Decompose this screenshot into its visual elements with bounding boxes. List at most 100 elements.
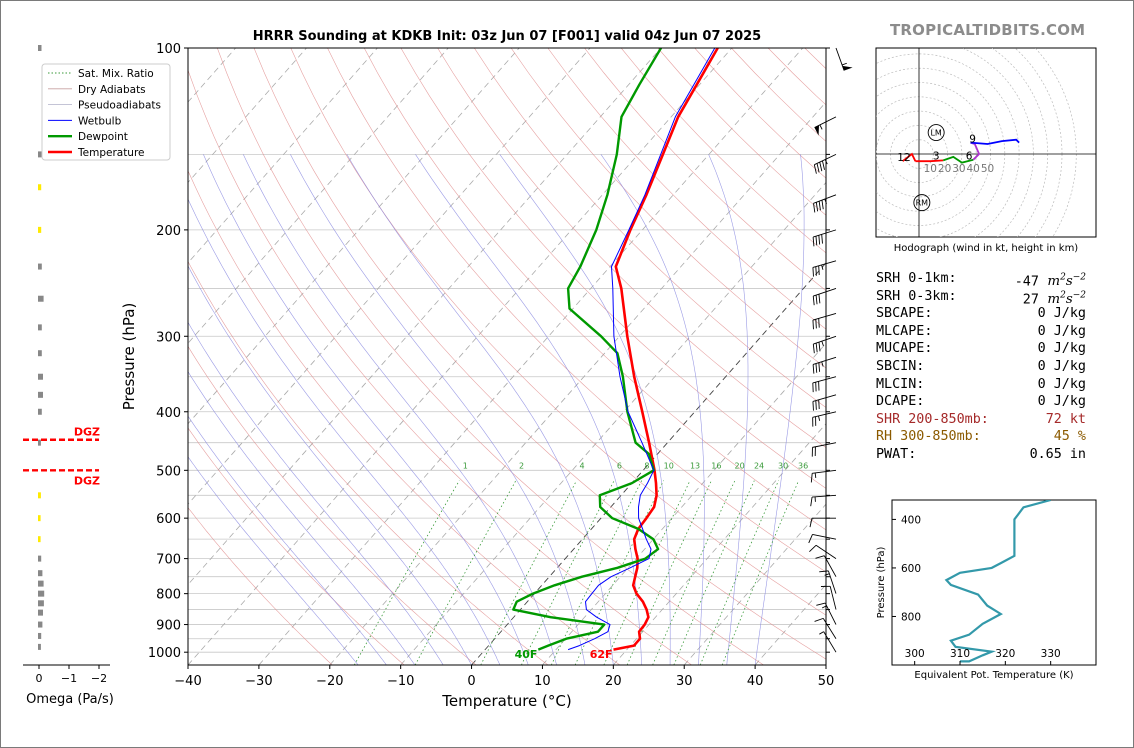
param-label: DCAPE: (876, 394, 925, 410)
mixing-ratio-label: 20 (735, 461, 745, 470)
dry-adiabat (188, 69, 692, 665)
param-row: PWAT: 0.65 in (876, 446, 1096, 464)
param-number: 0 J/kg (1037, 394, 1086, 410)
param-row: MLCAPE: 0 J/kg (876, 323, 1096, 341)
barb-full (818, 235, 821, 245)
wind-barb (816, 602, 837, 625)
barb-full (818, 399, 820, 410)
pseudo-adiabat (415, 154, 642, 665)
barb-full (808, 534, 813, 544)
param-row: MUCAPE: 0 J/kg (876, 340, 1096, 358)
param-number: 27 (1022, 292, 1039, 308)
y-tick-label: 500 (156, 464, 181, 479)
hodo-trace (902, 152, 917, 162)
barb-staff (823, 631, 837, 653)
hodo-trace (915, 159, 944, 163)
barb-full (818, 342, 821, 352)
param-value: 27 m2s−2 (1023, 288, 1086, 309)
mixing-ratio-label: 36 (798, 461, 808, 470)
barb-full (812, 320, 814, 330)
barb-staff (824, 602, 837, 625)
omega-bar (38, 391, 43, 398)
param-value: 0 J/kg (1038, 393, 1086, 411)
isotherm-line (542, 342, 826, 665)
pseudo-adiabat (188, 456, 359, 665)
barb-half (814, 472, 817, 478)
hodo-clip: 10 20 30 40 50 (876, 48, 1096, 237)
storm-motion-label: LM (930, 129, 941, 138)
wind-barb (810, 469, 837, 483)
pseudo-adiabat (600, 154, 705, 665)
isotherm-line (188, 48, 307, 184)
param-value: -47 m2s−2 (1015, 270, 1086, 291)
wind-barb (808, 534, 837, 544)
mixing-ratio-line (574, 480, 664, 665)
x-tick-label: −40 (174, 674, 201, 689)
wind-barb (813, 153, 837, 174)
dry-adiabat (327, 48, 826, 573)
omega-bar (38, 324, 42, 331)
storm-motion-marker (913, 194, 931, 212)
mixing-ratio-label: 30 (778, 461, 788, 470)
param-value: 0.65 in (1030, 446, 1086, 464)
hodo-ring-label: 30 (952, 163, 965, 175)
barb-flag (814, 125, 820, 136)
param-row: SBCIN: 0 J/kg (876, 358, 1096, 376)
pseudo-adiabat (754, 154, 805, 665)
mixing-ratio-line (414, 480, 517, 665)
omega-bar (38, 621, 43, 628)
barb-staff (812, 534, 837, 540)
mixing-ratio-label: 24 (754, 461, 764, 470)
y-tick-label: 100 (156, 42, 181, 57)
y-tick-label: 700 (156, 553, 181, 568)
barb-full (815, 295, 818, 305)
mixing-ratio-label: 13 (690, 461, 700, 470)
barb-full (809, 518, 813, 528)
x-tick-label: 20 (605, 674, 622, 689)
omega-panel: 0 −1 −2 Omega (Pa/s) DGZ DGZ (23, 45, 114, 707)
y-tick-label: 900 (156, 619, 181, 634)
wind-barb (810, 494, 837, 507)
theta-y-tick-label: 800 (901, 611, 921, 623)
dry-adiabat (474, 48, 826, 408)
omega-bar (38, 643, 41, 650)
wind-barb (814, 617, 837, 639)
wind-barb (811, 442, 837, 457)
param-row: MLCIN: 0 J/kg (876, 376, 1096, 394)
dry-adiabat (437, 48, 826, 448)
theta-x-tick-label: 300 (905, 648, 925, 660)
wind-barb (812, 411, 837, 427)
wind-barbs (808, 47, 853, 653)
barb-staff (812, 469, 837, 474)
param-number: 0 J/kg (1037, 376, 1086, 392)
barb-full (812, 344, 815, 354)
mixing-ratio-label: 2 (519, 461, 524, 470)
omega-bar (38, 226, 42, 233)
dry-adiabat (188, 345, 477, 665)
param-value: 0 J/kg (1038, 358, 1086, 376)
wind-barb (813, 194, 837, 213)
omega-bar (38, 439, 41, 446)
barb-full (816, 163, 820, 173)
y-axis-label: Pressure (hPa) (120, 303, 138, 411)
barb-full (815, 363, 818, 373)
hodo-height-label: 12 (897, 152, 910, 164)
legend: Sat. Mix. Ratio Dry Adiabats Pseudoadiabat… (41, 63, 171, 161)
omega-bar (38, 632, 42, 639)
barb-half (821, 340, 824, 347)
hodo-height-label: 6 (966, 151, 973, 163)
hodo-frame (875, 47, 1097, 238)
barb-half (824, 573, 830, 576)
x-tick-label: 50 (818, 674, 835, 689)
barb-staff (812, 376, 837, 384)
param-label: SRH 0-1km: (876, 271, 957, 286)
x-tick-label: 40 (747, 674, 764, 689)
barb-half (819, 631, 824, 635)
omega-bar (38, 609, 43, 616)
barb-staff (815, 544, 837, 559)
omega-bar (38, 492, 41, 499)
param-row: RH 300-850mb: 45 % (876, 428, 1096, 446)
